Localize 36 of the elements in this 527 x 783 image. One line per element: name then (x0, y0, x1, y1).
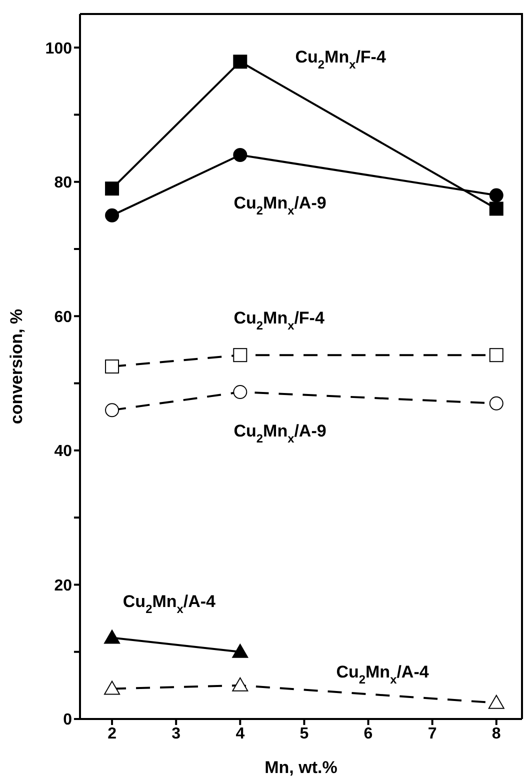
y-tick-label: 100 (45, 40, 72, 58)
series-label: Cu$_{2}$Mn$_{x}$/A-9 (234, 194, 326, 218)
y-tick-label: 20 (54, 577, 72, 594)
series-label: Cu$_{2}$Mn$_{x}$/F-4 (295, 48, 386, 72)
y-tick-label: 0 (63, 712, 72, 729)
x-tick-label: 5 (300, 725, 309, 742)
point (105, 360, 120, 374)
series-label: Cu$_{2}$Mn$_{x}$/A-4 (122, 592, 216, 616)
series-label: Cu$_{2}$Mn$_{x}$/A-9 (234, 422, 326, 446)
y-tick-label: 40 (54, 443, 72, 460)
point (233, 385, 248, 400)
point (105, 208, 120, 222)
point (488, 694, 504, 709)
point (489, 396, 504, 410)
x-tick-label: 3 (172, 725, 181, 742)
x-tick-label: 2 (108, 725, 117, 742)
point (104, 680, 120, 695)
point (489, 188, 504, 202)
point (232, 677, 248, 692)
point (233, 54, 248, 69)
x-tick-label: 8 (492, 725, 501, 742)
y-tick-label: 80 (54, 174, 72, 192)
series-label: Cu$_{2}$Mn$_{x}$/A-4 (336, 662, 430, 686)
point (105, 182, 120, 196)
y-axis-title: conversion, % (7, 308, 26, 424)
y-tick-label: 60 (54, 308, 72, 326)
x-tick-label: 6 (364, 725, 373, 742)
x-axis-title: Mn, wt.% (264, 758, 338, 777)
x-tick-label: 7 (428, 725, 437, 742)
point (233, 348, 248, 362)
point (233, 148, 248, 162)
point (489, 202, 504, 216)
series-label: Cu$_{2}$Mn$_{x}$/F-4 (234, 308, 325, 333)
point (489, 348, 504, 362)
point (105, 403, 120, 418)
x-tick-label: 4 (236, 725, 245, 742)
